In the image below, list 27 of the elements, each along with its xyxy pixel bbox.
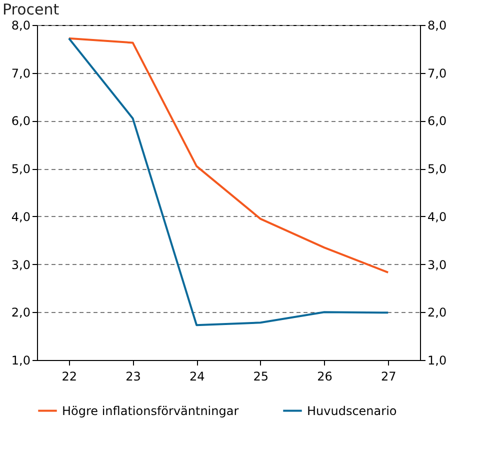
x-tick-label: 27 — [380, 370, 396, 384]
y2-tick-label: 3,0 — [428, 258, 447, 272]
y-tick-label: 7,0 — [11, 66, 30, 80]
x-tick-label: 26 — [317, 370, 332, 384]
y2-tick-label: 1,0 — [428, 354, 447, 368]
y2-tick-label: 5,0 — [428, 162, 447, 176]
line-series — [68, 37, 390, 274]
y-tick-label: 4,0 — [11, 210, 30, 224]
y-axis-title: Procent — [2, 0, 60, 18]
legend-label: Huvudscenario — [307, 404, 397, 418]
legend-label: Högre inflationsförväntningar — [62, 404, 239, 418]
y-tick-label: 6,0 — [11, 114, 30, 128]
y-tick-label: 5,0 — [11, 162, 30, 176]
y2-tick-label: 8,0 — [428, 18, 447, 32]
x-tick-label: 24 — [189, 370, 205, 384]
line-series — [68, 37, 390, 326]
y-tick-label: 1,0 — [11, 354, 30, 368]
y-tick-label: 8,0 — [11, 18, 30, 32]
y-tick-label: 2,0 — [11, 306, 30, 320]
y2-tick-label: 4,0 — [428, 210, 447, 224]
y2-tick-label: 7,0 — [428, 66, 447, 80]
y2-tick-label: 6,0 — [428, 114, 447, 128]
x-tick-label: 22 — [62, 370, 78, 384]
y2-tick-label: 2,0 — [428, 306, 447, 320]
x-tick-label: 23 — [126, 370, 141, 384]
y-tick-label: 3,0 — [11, 258, 30, 272]
x-tick-label: 25 — [253, 370, 269, 384]
